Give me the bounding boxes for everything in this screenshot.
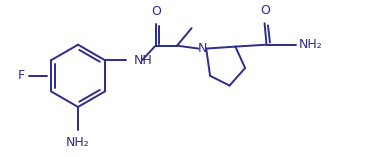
Text: NH₂: NH₂ xyxy=(66,136,90,149)
Text: NH₂: NH₂ xyxy=(298,38,322,51)
Text: N: N xyxy=(198,42,207,55)
Text: NH: NH xyxy=(134,54,153,67)
Text: O: O xyxy=(261,4,270,17)
Text: F: F xyxy=(17,69,24,82)
Text: O: O xyxy=(152,5,162,18)
